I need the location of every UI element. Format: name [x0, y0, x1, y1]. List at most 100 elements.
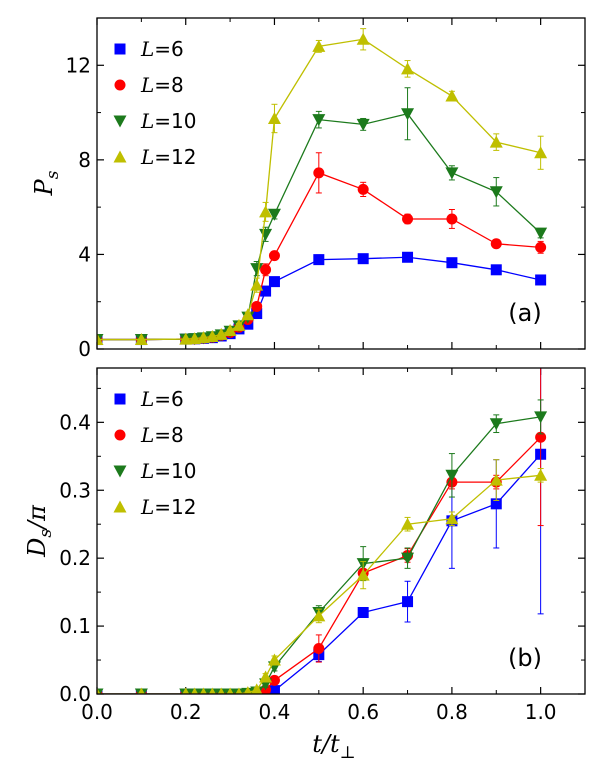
data-point	[312, 609, 326, 622]
y-tick-label: 0	[78, 337, 91, 361]
data-point	[535, 274, 547, 286]
series-L-12	[97, 28, 548, 346]
panel-a: 0 4 8 12 L=6 L=8 L=10 L=12 (a) Ps	[30, 17, 586, 361]
data-point	[489, 418, 503, 431]
legend-label: L=12	[140, 145, 197, 169]
legend-item: L=8	[114, 73, 184, 97]
y-axis-label: Ps	[30, 170, 63, 196]
data-point	[356, 32, 370, 45]
legend-label: L=6	[140, 37, 184, 61]
data-point	[401, 552, 415, 565]
legend-marker	[113, 150, 127, 163]
legend-marker	[113, 500, 127, 513]
data-point	[535, 431, 547, 443]
data-point	[217, 687, 225, 694]
data-point	[401, 62, 415, 75]
data-point	[250, 278, 264, 291]
y-tick-label: 0.4	[59, 410, 91, 434]
x-tick-label: 1.0	[525, 700, 557, 724]
legend-label: L=6	[140, 387, 184, 411]
legend-label: L=8	[140, 423, 184, 447]
data-point	[446, 257, 458, 269]
data-point	[402, 251, 414, 263]
data-point	[241, 308, 255, 321]
data-point	[357, 607, 369, 618]
data-point	[445, 167, 459, 180]
legend-item: L=12	[113, 495, 197, 519]
data-point	[97, 687, 101, 694]
data-point	[313, 167, 325, 179]
data-point	[490, 238, 502, 250]
data-point	[214, 327, 228, 340]
data-point	[260, 285, 272, 297]
legend-marker	[114, 43, 126, 55]
data-point	[208, 687, 216, 694]
data-point	[260, 264, 272, 276]
data-point	[356, 118, 370, 131]
data-point	[191, 687, 199, 694]
legend-label: L=10	[140, 459, 197, 483]
legend-item: L=12	[113, 145, 197, 169]
data-point	[250, 263, 264, 276]
data-point	[445, 512, 459, 525]
y-tick-label: 0.2	[59, 546, 91, 570]
data-point	[402, 213, 414, 225]
legend-label: L=12	[140, 495, 197, 519]
data-point	[188, 332, 202, 345]
x-axis-label: t/t⊥	[312, 730, 355, 763]
data-point	[179, 332, 193, 345]
y-tick-label: 4	[78, 242, 91, 266]
data-point	[534, 411, 548, 424]
data-point	[445, 89, 459, 102]
data-point	[268, 685, 280, 694]
data-point	[356, 568, 370, 581]
data-point	[312, 114, 326, 127]
data-point	[223, 324, 237, 337]
data-point	[357, 253, 369, 265]
data-point	[446, 213, 458, 225]
series-L-12	[97, 459, 548, 694]
axes-frame	[96, 367, 586, 695]
data-point	[490, 498, 502, 510]
data-point	[134, 333, 148, 346]
data-point	[268, 276, 280, 288]
data-point	[199, 687, 207, 694]
y-tick-label: 12	[66, 53, 91, 77]
data-point	[251, 300, 263, 312]
legend-label: L=8	[140, 73, 184, 97]
data-point	[489, 186, 503, 199]
data-point	[232, 318, 246, 331]
data-point	[268, 674, 280, 686]
data-point	[490, 264, 502, 276]
data-point	[259, 205, 273, 218]
legend: L=6 L=8 L=10 L=12	[113, 37, 197, 169]
data-point	[402, 596, 414, 608]
series-line	[97, 256, 541, 341]
y-tick-label: 0.0	[59, 682, 91, 706]
legend-marker	[114, 79, 126, 91]
panel-label: (a)	[508, 299, 541, 327]
x-tick-label: 0.8	[436, 700, 468, 724]
data-point	[251, 308, 263, 320]
series-L-6	[97, 251, 547, 346]
data-point	[534, 227, 548, 240]
data-point	[182, 687, 190, 694]
legend-marker	[114, 429, 126, 441]
y-tick-label: 8	[78, 148, 91, 172]
data-point	[250, 683, 263, 694]
axes-frame	[96, 17, 586, 350]
data-point	[534, 146, 548, 159]
y-tick-label: 0.1	[59, 614, 91, 638]
data-point	[259, 228, 273, 241]
data-point	[196, 331, 210, 344]
series-L-8	[97, 152, 547, 346]
data-point	[243, 686, 253, 694]
data-point	[489, 473, 503, 486]
data-point	[267, 653, 281, 666]
plot-area	[97, 368, 548, 694]
data-point	[313, 254, 325, 266]
legend-marker	[113, 465, 127, 478]
y-axis-label: Ds/π	[23, 504, 56, 558]
data-point	[259, 670, 273, 683]
